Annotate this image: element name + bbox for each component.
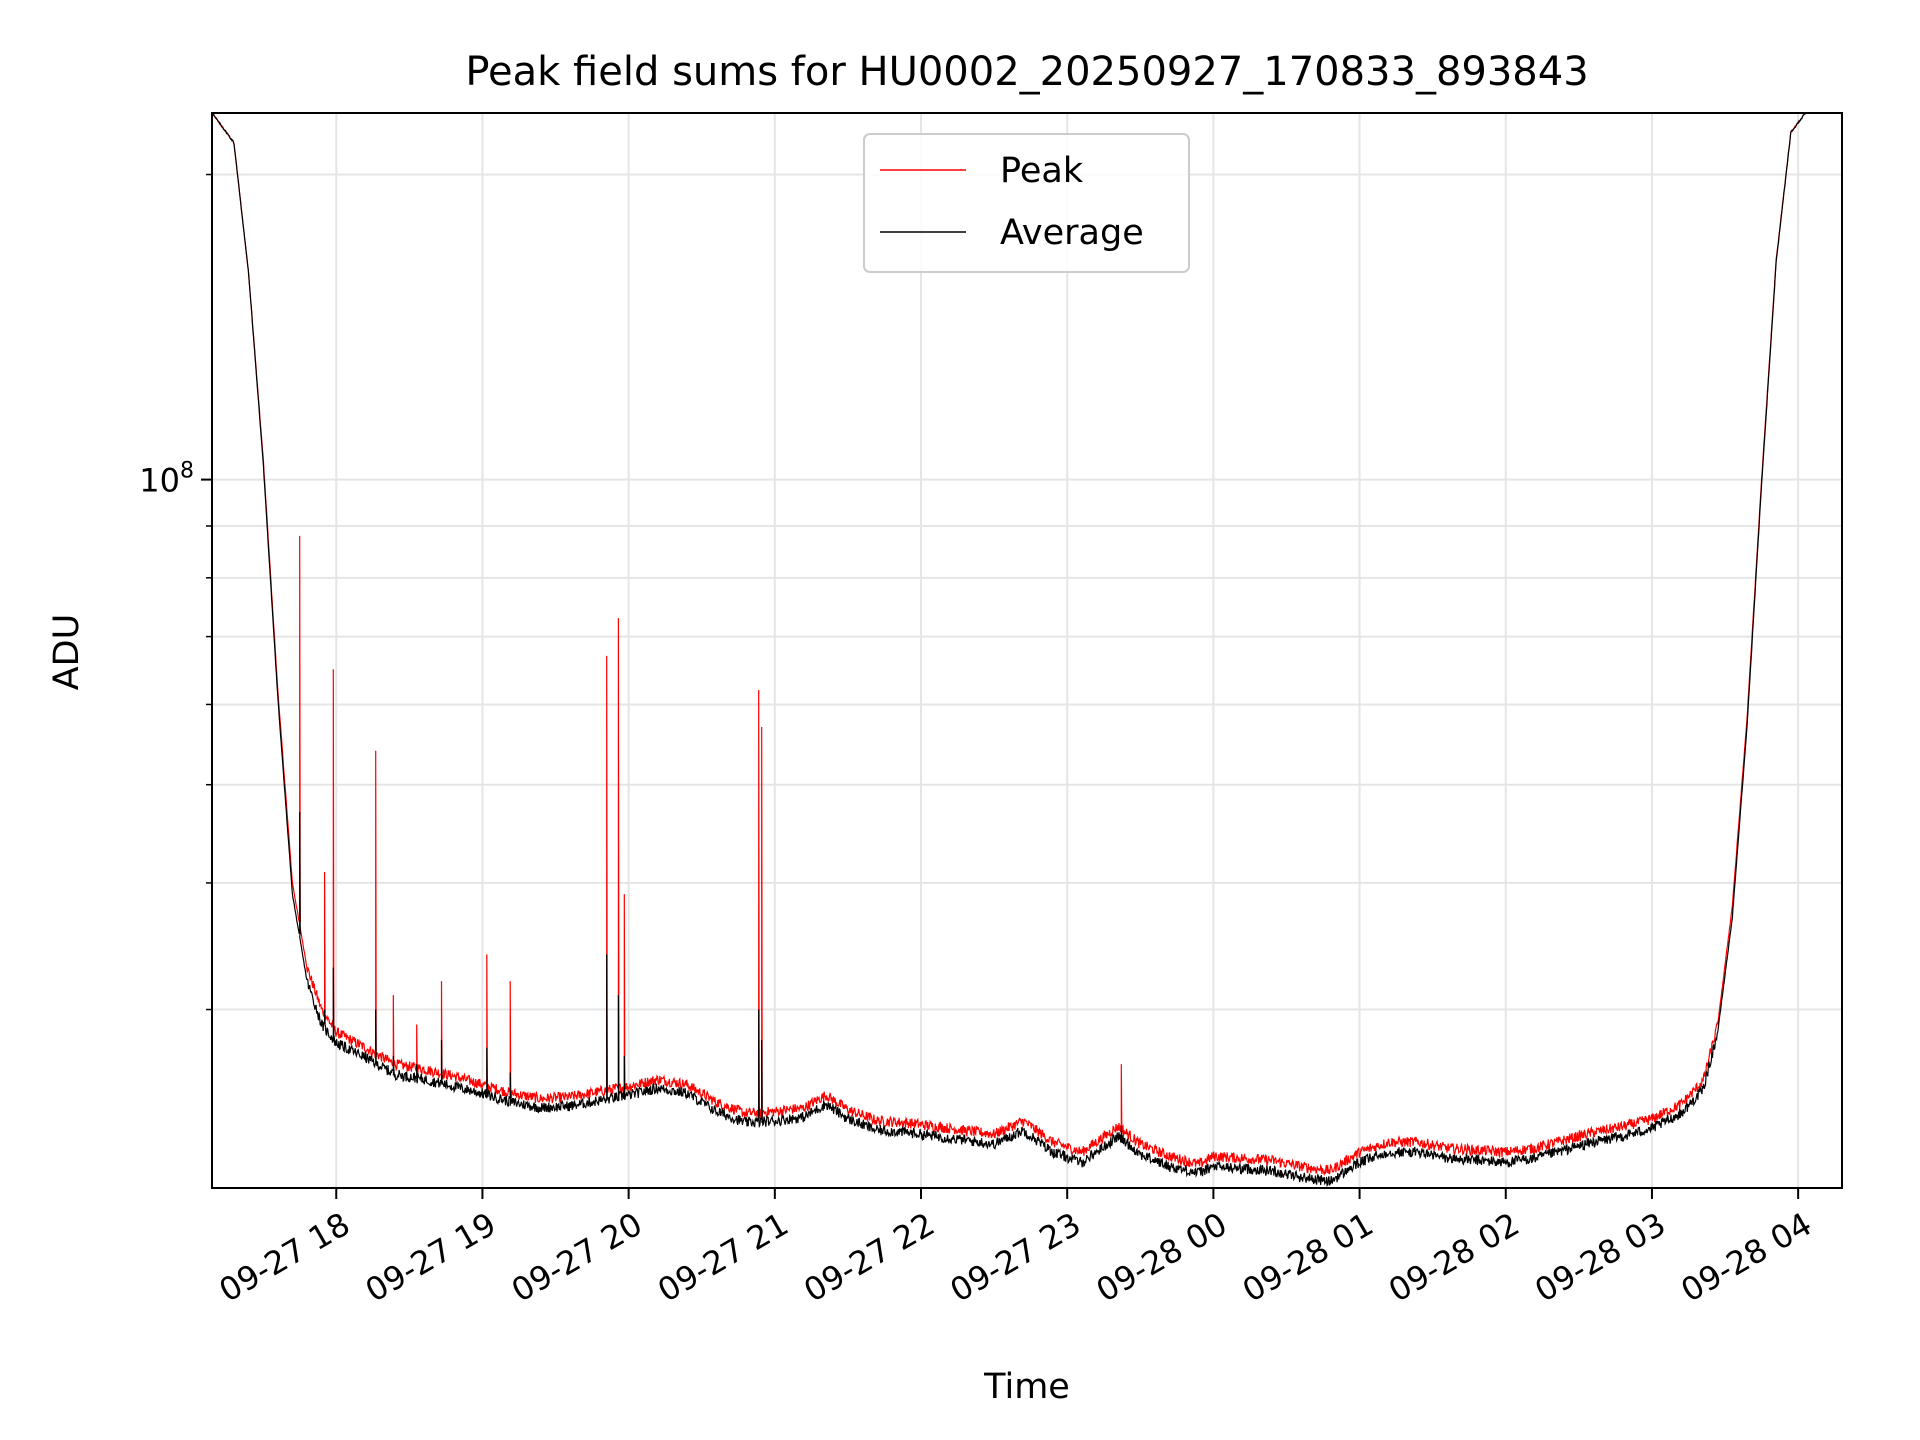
y-axis-title: ADU <box>47 614 87 691</box>
legend-label-average: Average <box>1000 213 1144 253</box>
y-tick-label-base: 10 <box>139 462 180 500</box>
legend-label-peak: Peak <box>1000 151 1084 191</box>
series-line-peak <box>212 113 1806 1176</box>
legend: Peak Average <box>863 133 1190 273</box>
legend-box <box>863 133 1190 273</box>
x-axis-title: Time <box>983 1367 1070 1407</box>
chart-title: Peak field sums for HU0002_20250927_1708… <box>465 49 1588 95</box>
y-tick-label-exponent: 8 <box>180 459 194 484</box>
plot-series <box>212 113 1807 1188</box>
y-tick-label: 108 <box>139 459 194 500</box>
series-line-average <box>212 113 1807 1188</box>
grid <box>212 113 1842 1188</box>
plot-frame <box>211 112 1843 1189</box>
